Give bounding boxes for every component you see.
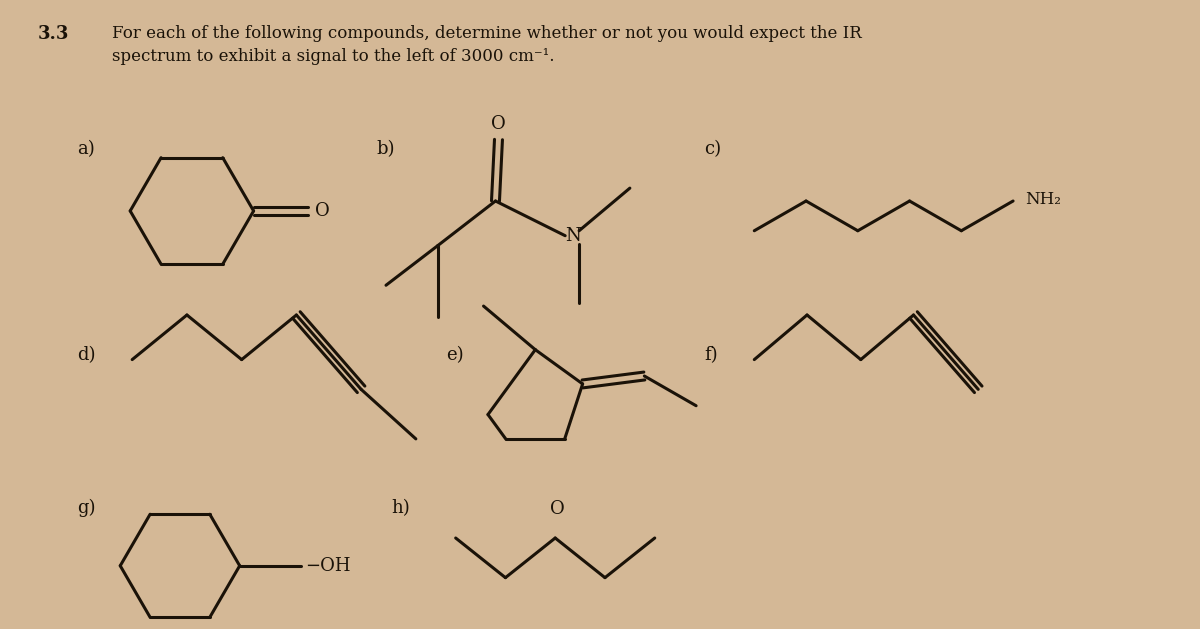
Text: N: N xyxy=(565,226,581,245)
Text: f): f) xyxy=(704,346,718,364)
Text: For each of the following compounds, determine whether or not you would expect t: For each of the following compounds, det… xyxy=(113,25,862,42)
Text: e): e) xyxy=(445,346,463,364)
Text: 3.3: 3.3 xyxy=(37,25,68,43)
Text: spectrum to exhibit a signal to the left of 3000 cm⁻¹.: spectrum to exhibit a signal to the left… xyxy=(113,48,554,65)
Text: h): h) xyxy=(391,499,409,517)
Text: g): g) xyxy=(78,499,96,518)
Text: a): a) xyxy=(78,140,95,159)
Text: d): d) xyxy=(78,346,96,364)
Text: O: O xyxy=(491,114,506,133)
Text: b): b) xyxy=(376,140,395,159)
Text: O: O xyxy=(550,500,564,518)
Text: −OH: −OH xyxy=(305,557,350,575)
Text: O: O xyxy=(314,202,330,220)
Text: c): c) xyxy=(704,140,721,159)
Text: NH₂: NH₂ xyxy=(1025,191,1061,208)
